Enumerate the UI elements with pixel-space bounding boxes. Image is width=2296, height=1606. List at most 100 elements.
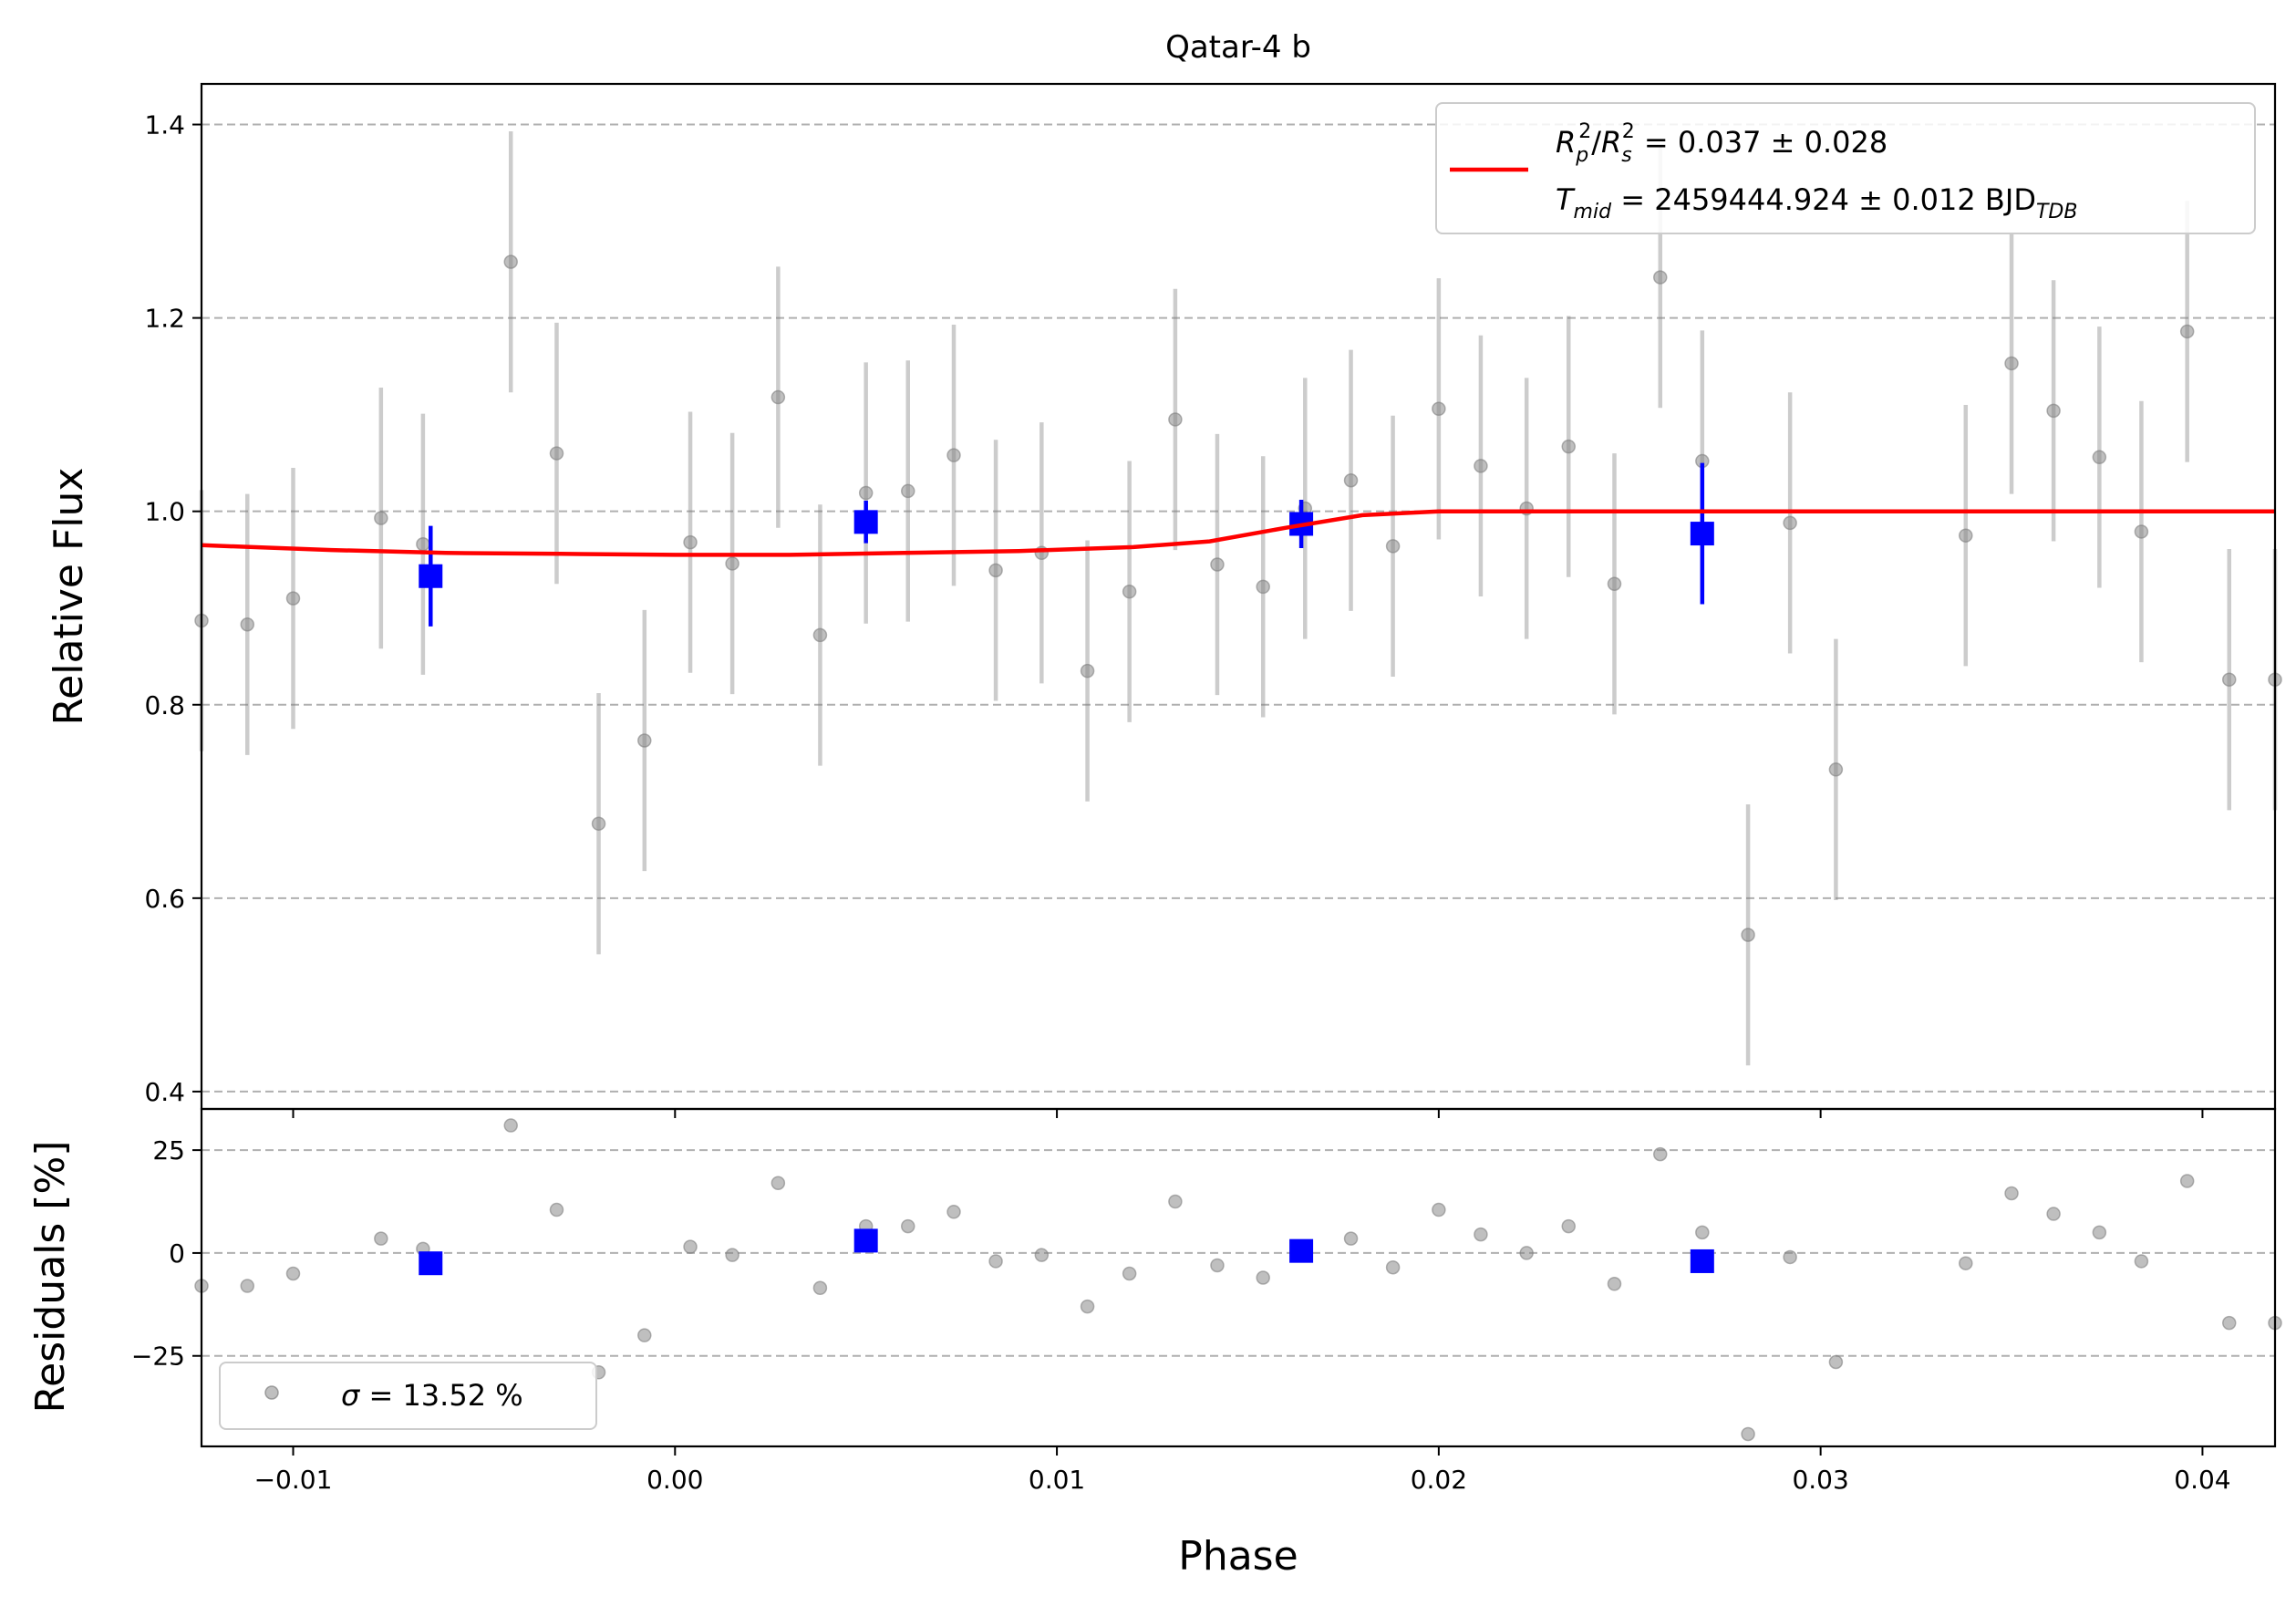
raw-data-point [1959,528,1973,543]
main-y-tick-label: 1.2 [144,304,185,334]
residuals-grid [202,1149,2275,1357]
legend-tmid-value: = 2459444.924 ± 0.012 BJD [1611,182,2036,217]
residual-data-point [2004,1186,2019,1201]
legend-rp-sub: p [1575,144,1588,167]
raw-data-point [591,816,606,831]
x-tick-label: 0.01 [1029,1465,1085,1495]
legend-rs-sup: 2 [1622,120,1635,143]
residual-data-point [1168,1194,1183,1209]
residuals-y-ticks: −25 0 25 [131,1135,202,1372]
raw-data-point [1385,539,1401,554]
residual-data-point [1695,1225,1710,1240]
residuals-y-tick-label: 0 [169,1238,185,1269]
legend-rp-rs-value: = 0.037 ± 0.028 [1635,125,1888,160]
residuals-y-axis-label: Residuals [%] [27,1141,74,1414]
residuals-plot-frame [200,1107,2277,1448]
raw-data-point [1561,439,1576,454]
legend-rp-symbol: R [1556,125,1576,160]
x-axis-label: Phase [1178,1533,1298,1580]
residual-data-point [1385,1259,1401,1275]
residual-data-point [988,1254,1003,1269]
residual-data-point [549,1202,564,1217]
residual-data-point [2134,1254,2149,1269]
raw-data-point [1343,473,1359,488]
binned-residual-point [1289,1238,1314,1263]
x-tick-label: 0.03 [1792,1465,1848,1495]
residual-data-point [812,1280,828,1296]
raw-data-point [1080,663,1095,679]
residual-data-point [2092,1225,2107,1240]
residual-data-point [1080,1299,1095,1314]
binned-data-point [419,564,443,588]
residual-data-point [1783,1249,1797,1265]
raw-data-point [240,617,255,632]
residuals-x-ticks: −0.01 0.00 0.01 0.02 0.03 0.04 [254,1109,2231,1495]
main-y-tick-label: 1.4 [144,110,185,140]
raw-data-point [637,733,652,748]
raw-data-point [1653,270,1668,285]
main-y-tick-label: 0.8 [144,690,185,720]
raw-data-point [2004,356,2019,371]
raw-data-point [1210,557,1225,572]
residual-data-point [2046,1207,2061,1221]
legend-tmid-unit-sub: TDB [2036,201,2077,223]
raw-data-point [946,448,961,462]
residuals-binned-points [419,1228,1714,1276]
main-y-tick-label: 0.4 [144,1077,185,1107]
residuals-legend: σ = 13.52 % [219,1362,597,1430]
x-tick-label: −0.01 [254,1465,333,1495]
x-tick-label: 0.00 [646,1465,703,1495]
residual-data-point [240,1279,255,1293]
residual-data-point [1828,1354,1844,1370]
legend-rs-sub: s [1621,144,1631,167]
residual-data-point [725,1248,739,1262]
main-legend-box [1435,102,2256,234]
raw-data-point [1122,584,1137,599]
residual-data-point [1343,1231,1359,1246]
residuals-panel: −25 0 25 −0.01 0.00 0.01 0.02 0.03 0.04 Residua… [27,1107,2282,1580]
residual-data-point [1519,1246,1534,1260]
raw-data-point [2221,672,2237,687]
residuals-sigma-value: = 13.52 % [359,1378,522,1413]
legend-rs-symbol: R [1601,125,1621,160]
raw-data-point [1828,762,1844,777]
x-tick-label: 0.04 [2174,1465,2230,1495]
residual-data-point [374,1231,388,1246]
main-y-tick-label: 1.0 [144,497,185,527]
residuals-legend-box [219,1362,597,1430]
residual-data-point [1653,1146,1668,1162]
residuals-y-tick-label: 25 [152,1135,185,1166]
raw-data-point [771,389,786,405]
raw-data-point [683,534,698,550]
residual-data-point [771,1176,786,1190]
chart-title: Qatar-4 b [1165,29,1311,66]
residual-data-point [901,1218,915,1234]
residual-data-point [683,1239,698,1254]
raw-data-point [1168,412,1183,427]
residual-data-point [1561,1218,1576,1234]
binned-residual-point [1690,1249,1714,1273]
raw-data-point [1783,515,1797,531]
raw-data-point [1474,459,1488,473]
raw-data-point [503,254,518,269]
raw-data-point [416,536,430,552]
raw-data-point [988,563,1003,578]
legend-tmid-symbol: T [1556,182,1576,217]
main-y-ticks: 0.4 0.6 0.8 1.0 1.2 1.4 [144,110,202,1107]
residual-data-point [2221,1315,2237,1331]
residual-data-point [1432,1202,1446,1217]
residual-data-point [2179,1174,2195,1188]
residual-data-point [503,1118,518,1133]
residual-data-point [1741,1426,1755,1442]
binned-residual-point [853,1228,878,1253]
main-y-tick-label: 0.6 [144,884,185,914]
residuals-sigma-symbol: σ [341,1378,361,1413]
raw-data-point [1256,579,1270,595]
raw-data-point [374,511,388,525]
raw-data-point [901,483,915,499]
legend-rp-sup: 2 [1578,120,1591,143]
raw-data-point [2046,403,2061,419]
main-legend: Rp2/Rs2 = 0.037 ± 0.028 Tmid = 2459444.9… [1435,102,2256,234]
residual-data-point [1122,1266,1137,1281]
